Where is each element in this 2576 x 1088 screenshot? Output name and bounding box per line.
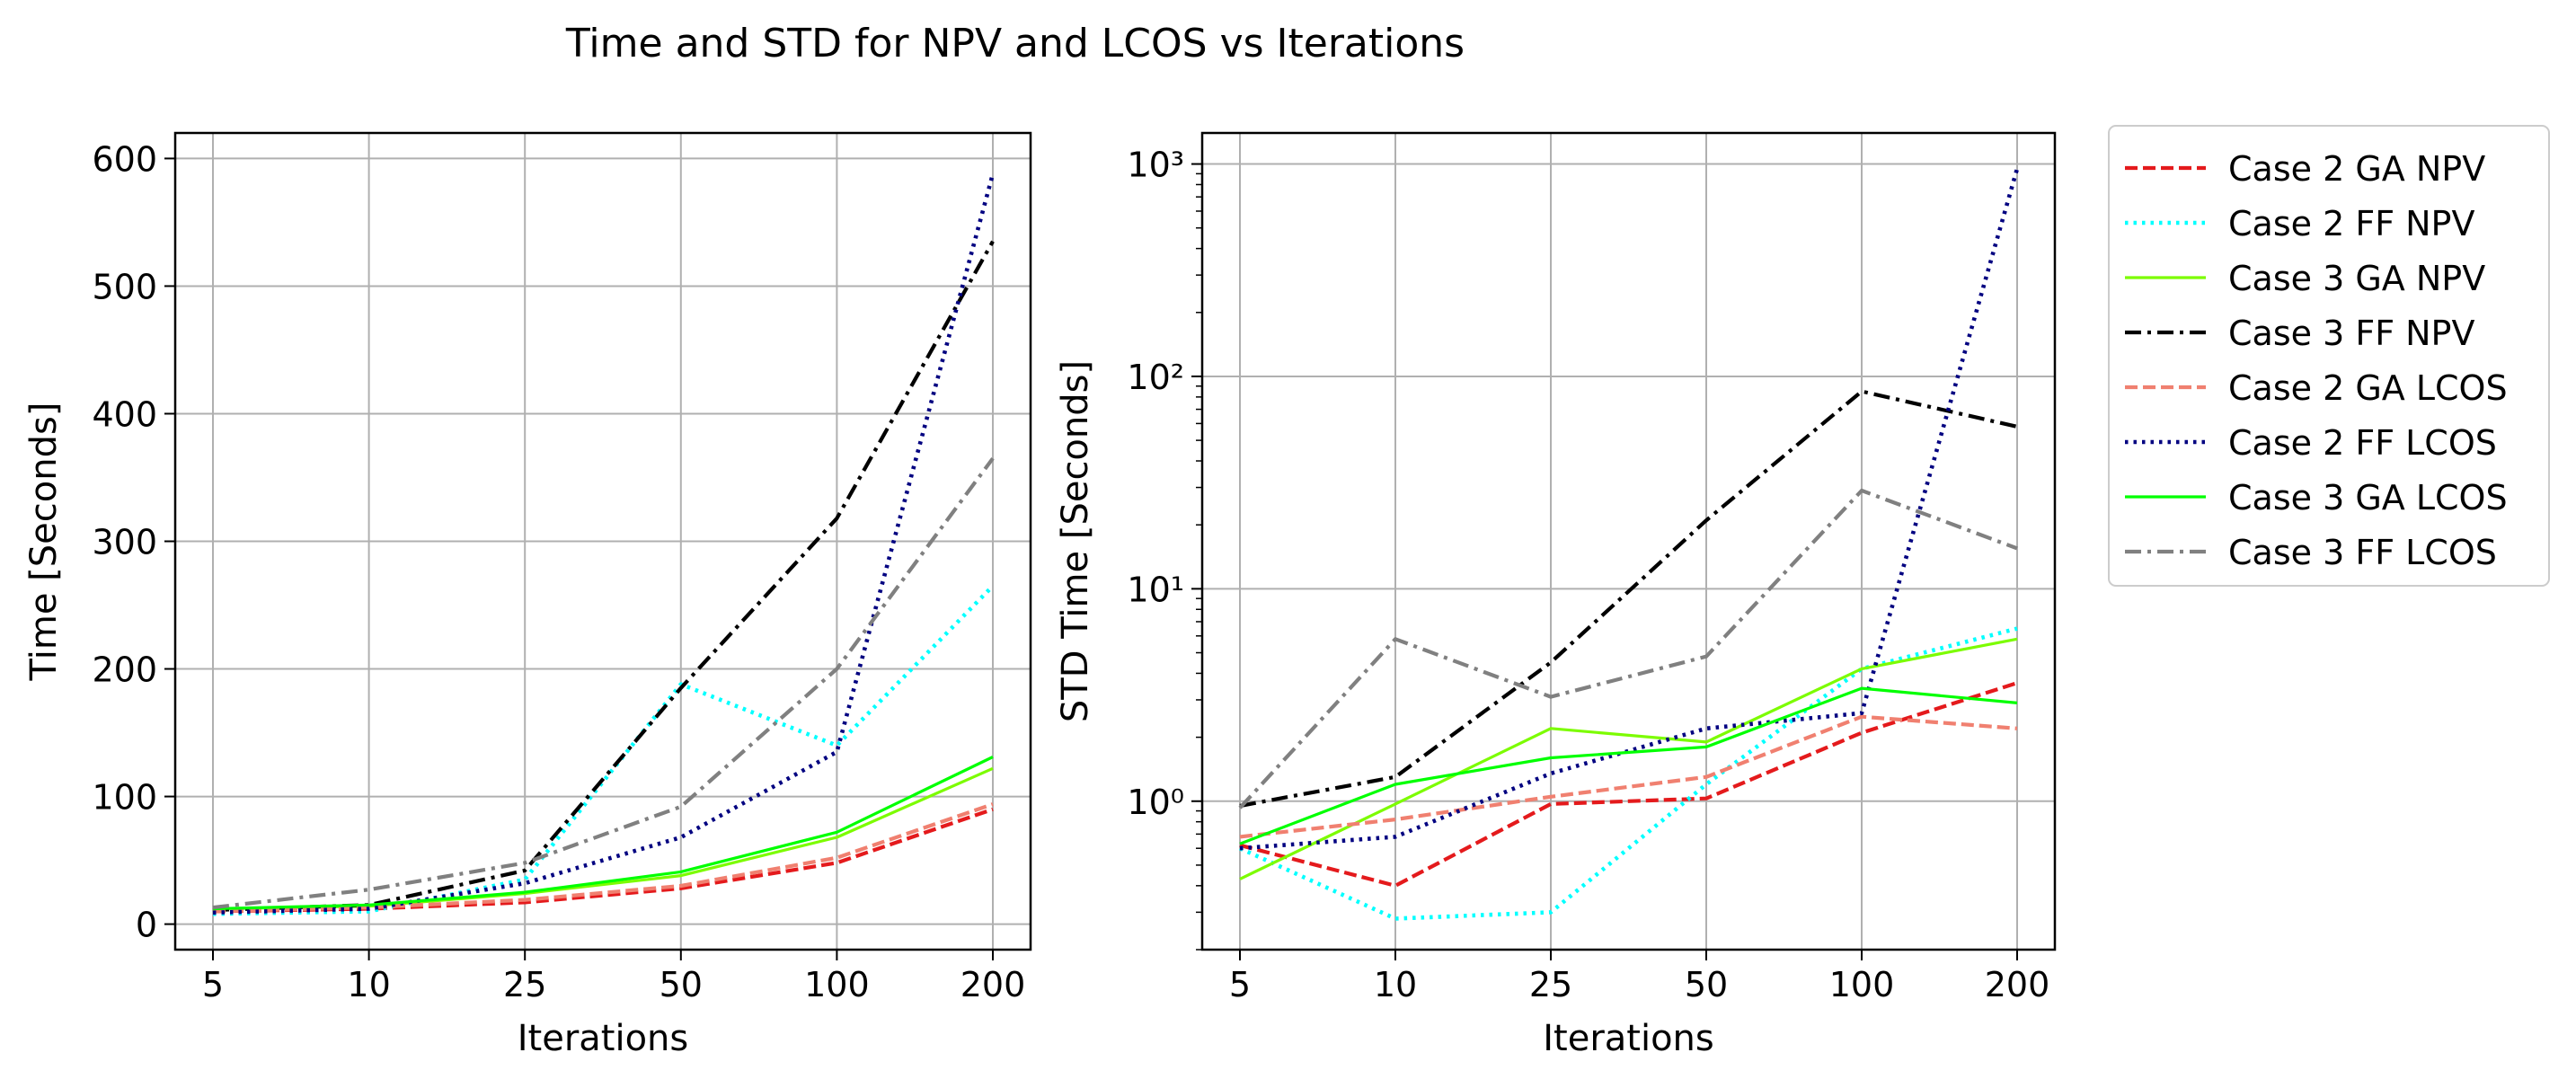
time-chart-panel: 5 10 25 50 100 200 0 100 200 300 400 500 600 Iteratio…: [23, 131, 1032, 1059]
x-tick-label: 10: [347, 965, 390, 1004]
x-tick-label: 10: [1374, 965, 1417, 1004]
legend-box: [2108, 125, 2550, 587]
x-tick-label: 200: [960, 965, 1026, 1004]
y-tick-label: 600: [92, 139, 157, 179]
x-tick-label: 25: [1529, 965, 1572, 1004]
legend-label: Case 3 FF LCOS: [2228, 533, 2497, 572]
series-line-case-2-ff-lcos: [212, 172, 996, 916]
y-axis-label: Time [Seconds]: [23, 402, 65, 682]
series-line-case-3-ff-lcos: [1238, 488, 2018, 809]
legend-label: Case 3 GA LCOS: [2228, 478, 2508, 517]
y-tick-label: 200: [92, 650, 157, 690]
series-line-case-3-ga-npv: [1239, 637, 2018, 880]
x-tick-label: 5: [1229, 965, 1251, 1004]
x-tick-label: 50: [1685, 965, 1728, 1004]
y-axis-label: STD Time [Seconds]: [1055, 360, 1096, 722]
series-group: [212, 172, 996, 916]
x-tick-label: 200: [1985, 965, 2050, 1004]
y-tick-label: 10²: [1127, 358, 1184, 397]
std-chart-panel: 5 10 25 50 100 200 10⁰ 10¹ 10² 10³ Iterations STD T…: [1055, 131, 2057, 1059]
y-tick-label: 500: [92, 267, 157, 306]
y-tick-label: 400: [92, 394, 157, 434]
series-line-case-2-ff-lcos: [1239, 168, 2020, 851]
chart-legend: Case 2 GA NPV Case 2 FF NPV Case 3 GA NPV C…: [2108, 125, 2550, 587]
x-tick-label: 5: [202, 965, 224, 1004]
series-line-case-3-ff-lcos: [212, 456, 995, 910]
legend-label: Case 3 GA NPV: [2228, 259, 2485, 298]
x-tick-label: 25: [503, 965, 546, 1004]
series-line-case-2-ga-npv: [1239, 681, 2018, 888]
legend-label: Case 3 FF NPV: [2228, 314, 2474, 353]
y-tick-label: 100: [92, 778, 157, 818]
y-tick-label: 300: [92, 523, 157, 562]
series-group: [1238, 168, 2020, 921]
series-line-case-2-ff-npv: [212, 584, 995, 916]
series-line-case-2-ff-npv: [1239, 626, 2018, 921]
x-axis-label: Iterations: [1543, 1018, 1714, 1059]
y-tick-label: 10¹: [1127, 570, 1184, 609]
x-tick-label: 100: [804, 965, 870, 1004]
x-axis-label: Iterations: [518, 1018, 689, 1059]
legend-label: Case 2 FF LCOS: [2228, 423, 2497, 463]
legend-label: Case 2 FF NPV: [2228, 204, 2474, 243]
legend-label: Case 2 GA NPV: [2228, 149, 2485, 189]
series-line-case-3-ga-lcos: [212, 756, 994, 911]
y-tick-label: 0: [136, 906, 157, 945]
series-line-case-3-ga-lcos: [1239, 686, 2018, 845]
axes-frame: [1200, 131, 2057, 951]
y-tick-label: 10³: [1127, 146, 1184, 185]
x-tick-label: 50: [659, 965, 703, 1004]
figure-title: Time and STD for NPV and LCOS vs Iterati…: [565, 21, 1465, 66]
y-tick-label: 10⁰: [1127, 783, 1184, 822]
x-tick-label: 100: [1829, 965, 1895, 1004]
series-line-case-2-ga-lcos: [1239, 714, 2018, 839]
series-line-case-3-ff-npv: [1239, 389, 2018, 809]
legend-label: Case 2 GA LCOS: [2228, 368, 2508, 408]
